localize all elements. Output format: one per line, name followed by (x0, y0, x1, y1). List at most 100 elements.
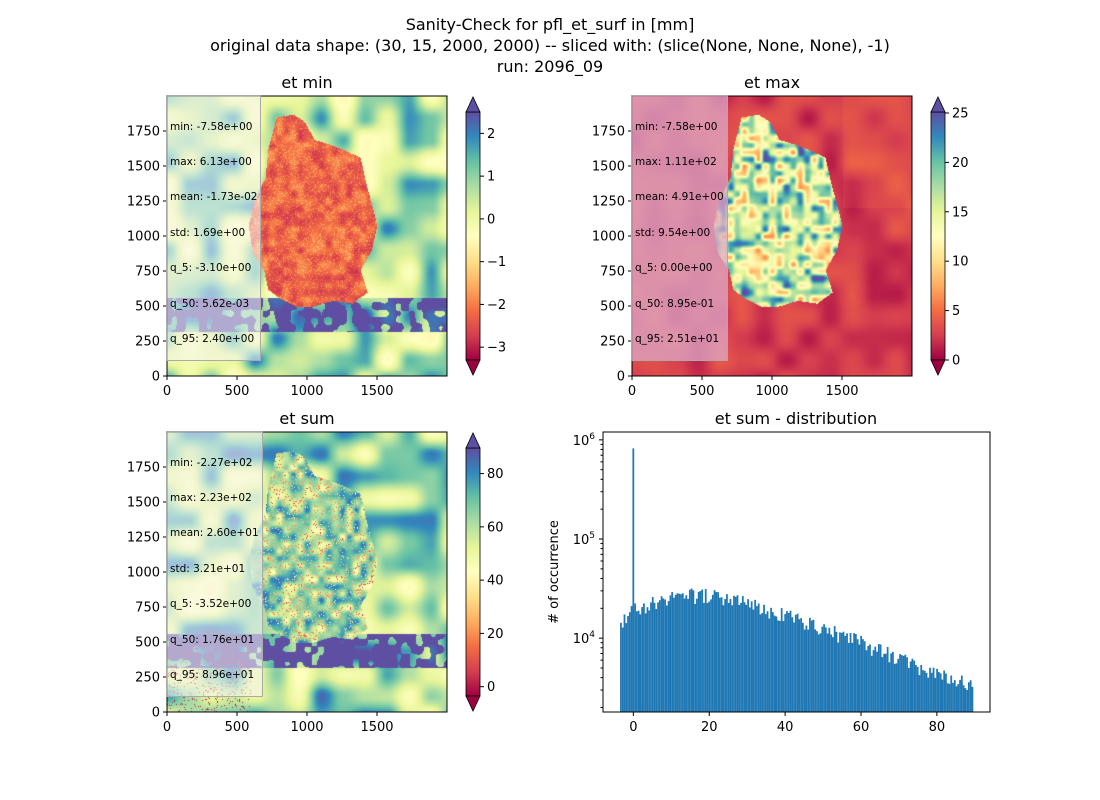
histogram-bar (667, 601, 670, 712)
histogram-bar (773, 615, 776, 712)
colorbar-tick-label: 5 (952, 304, 960, 319)
histogram-bar (673, 597, 675, 712)
histogram-bar (828, 627, 831, 712)
colorbar (930, 111, 946, 361)
histogram-bar (918, 675, 921, 712)
histogram-bar (621, 627, 624, 712)
histogram-bar (858, 644, 861, 712)
colorbar-tick-label: 0 (487, 212, 495, 227)
histogram-bar (752, 609, 755, 712)
histogram-bar (964, 688, 967, 712)
y-tick-label: 500 (600, 300, 625, 315)
histogram-bar (630, 606, 633, 712)
colorbar-tick-label: 2 (487, 127, 495, 142)
histogram-bar (930, 672, 933, 712)
y-tick-label: 1750 (127, 125, 160, 140)
histogram-bar (807, 629, 810, 712)
histogram-bar (745, 604, 748, 712)
colorbar-extend-min (930, 359, 946, 376)
stat-q50: q_50: 8.95e-01 (635, 297, 715, 310)
histogram-bar (814, 629, 817, 712)
histogram-bar (628, 612, 631, 712)
panel-title-et-min: et min (281, 73, 333, 92)
histogram-bar (955, 686, 958, 712)
histogram-bar (754, 599, 757, 712)
histogram-bar (635, 611, 638, 712)
histogram-bar (736, 595, 739, 712)
histogram-bar (971, 686, 974, 712)
histogram-bar (787, 612, 790, 712)
stat-q5: q_5: -3.10e+00 (170, 262, 252, 275)
stat-q95: q_95: 2.40e+00 (170, 332, 255, 345)
histogram-bar (959, 679, 961, 712)
histogram-bar (884, 653, 887, 712)
histogram-bar (824, 627, 827, 712)
histogram-bar (960, 675, 963, 712)
colorbar-tick-label: 20 (487, 627, 504, 642)
histogram-bar (969, 680, 972, 712)
histogram-bar (764, 614, 767, 712)
x-tick-label: 1000 (755, 384, 788, 399)
stat-min: min: -2.27e+02 (170, 456, 253, 469)
colorbar-extend-max (465, 96, 481, 113)
colorbar-tick-label: 20 (952, 156, 969, 171)
y-tick-label: 750 (600, 265, 625, 280)
histogram-bar (817, 634, 820, 712)
stat-q5: q_5: 0.00e+00 (635, 262, 713, 275)
histogram-bar (800, 618, 802, 712)
histogram-bar (888, 662, 891, 712)
histogram-bar (860, 635, 863, 712)
histogram-bar (734, 596, 737, 712)
histogram-bar (759, 614, 762, 712)
histogram-bar (687, 598, 689, 712)
colorbar-tick-label: 40 (487, 574, 504, 589)
histogram-bar (644, 613, 647, 712)
colorbar-tick-label: 80 (487, 467, 504, 482)
histogram-bar (886, 646, 889, 712)
histogram-bar (625, 623, 628, 712)
histogram-bar (724, 599, 727, 712)
histogram-bar (853, 633, 855, 712)
stats-box-et-max: min: -7.58e+00 max: 1.11e+02 mean: 4.91e… (631, 95, 728, 361)
histogram-bar (779, 620, 781, 712)
histogram-bar (865, 650, 868, 712)
x-tick-label: 500 (225, 720, 250, 735)
histogram-bar (867, 645, 870, 712)
histogram-bar (731, 605, 734, 712)
histogram-bar (874, 646, 877, 712)
histogram-bar (862, 639, 864, 712)
stats-box-et-sum: min: -2.27e+02 max: 2.23e+02 mean: 2.60e… (166, 431, 263, 697)
histogram-bar (927, 677, 930, 712)
colorbar-tick-label: 15 (952, 205, 969, 220)
histogram-bar (819, 633, 822, 712)
y-tick-label: 0 (617, 370, 625, 385)
histogram-bar (641, 607, 644, 712)
stat-max: max: 2.23e+02 (170, 491, 252, 504)
y-tick-label: 1250 (592, 195, 625, 210)
histogram-bar (780, 608, 783, 712)
histogram-bar (740, 602, 742, 712)
histogram-bar (801, 622, 804, 712)
stat-std: std: 1.69e+00 (170, 226, 246, 239)
histogram-bar (881, 657, 884, 712)
x-tick-label: 1500 (825, 384, 858, 399)
colorbar-tick-label: 0 (952, 354, 960, 369)
histogram-bar (945, 673, 947, 712)
stat-mean: mean: 2.60e+01 (170, 527, 259, 540)
y-tick-label: 1750 (127, 461, 160, 476)
histogram-bar (900, 655, 903, 712)
y-tick-label: 105 (573, 531, 595, 548)
histogram-bar (669, 595, 672, 712)
histogram-bar (658, 600, 661, 712)
histogram-y-axis-label: # of occurrence (547, 520, 562, 624)
colorbar-extend-max (465, 432, 481, 449)
histogram-bar (664, 599, 666, 712)
colorbar-tick-label: 10 (952, 255, 969, 270)
histogram-bar (651, 597, 654, 712)
histogram-bar (671, 591, 674, 712)
histogram-bar (646, 607, 649, 712)
y-tick-label: 1250 (127, 531, 160, 546)
histogram-bar (704, 588, 707, 712)
histogram-bar (913, 660, 916, 712)
